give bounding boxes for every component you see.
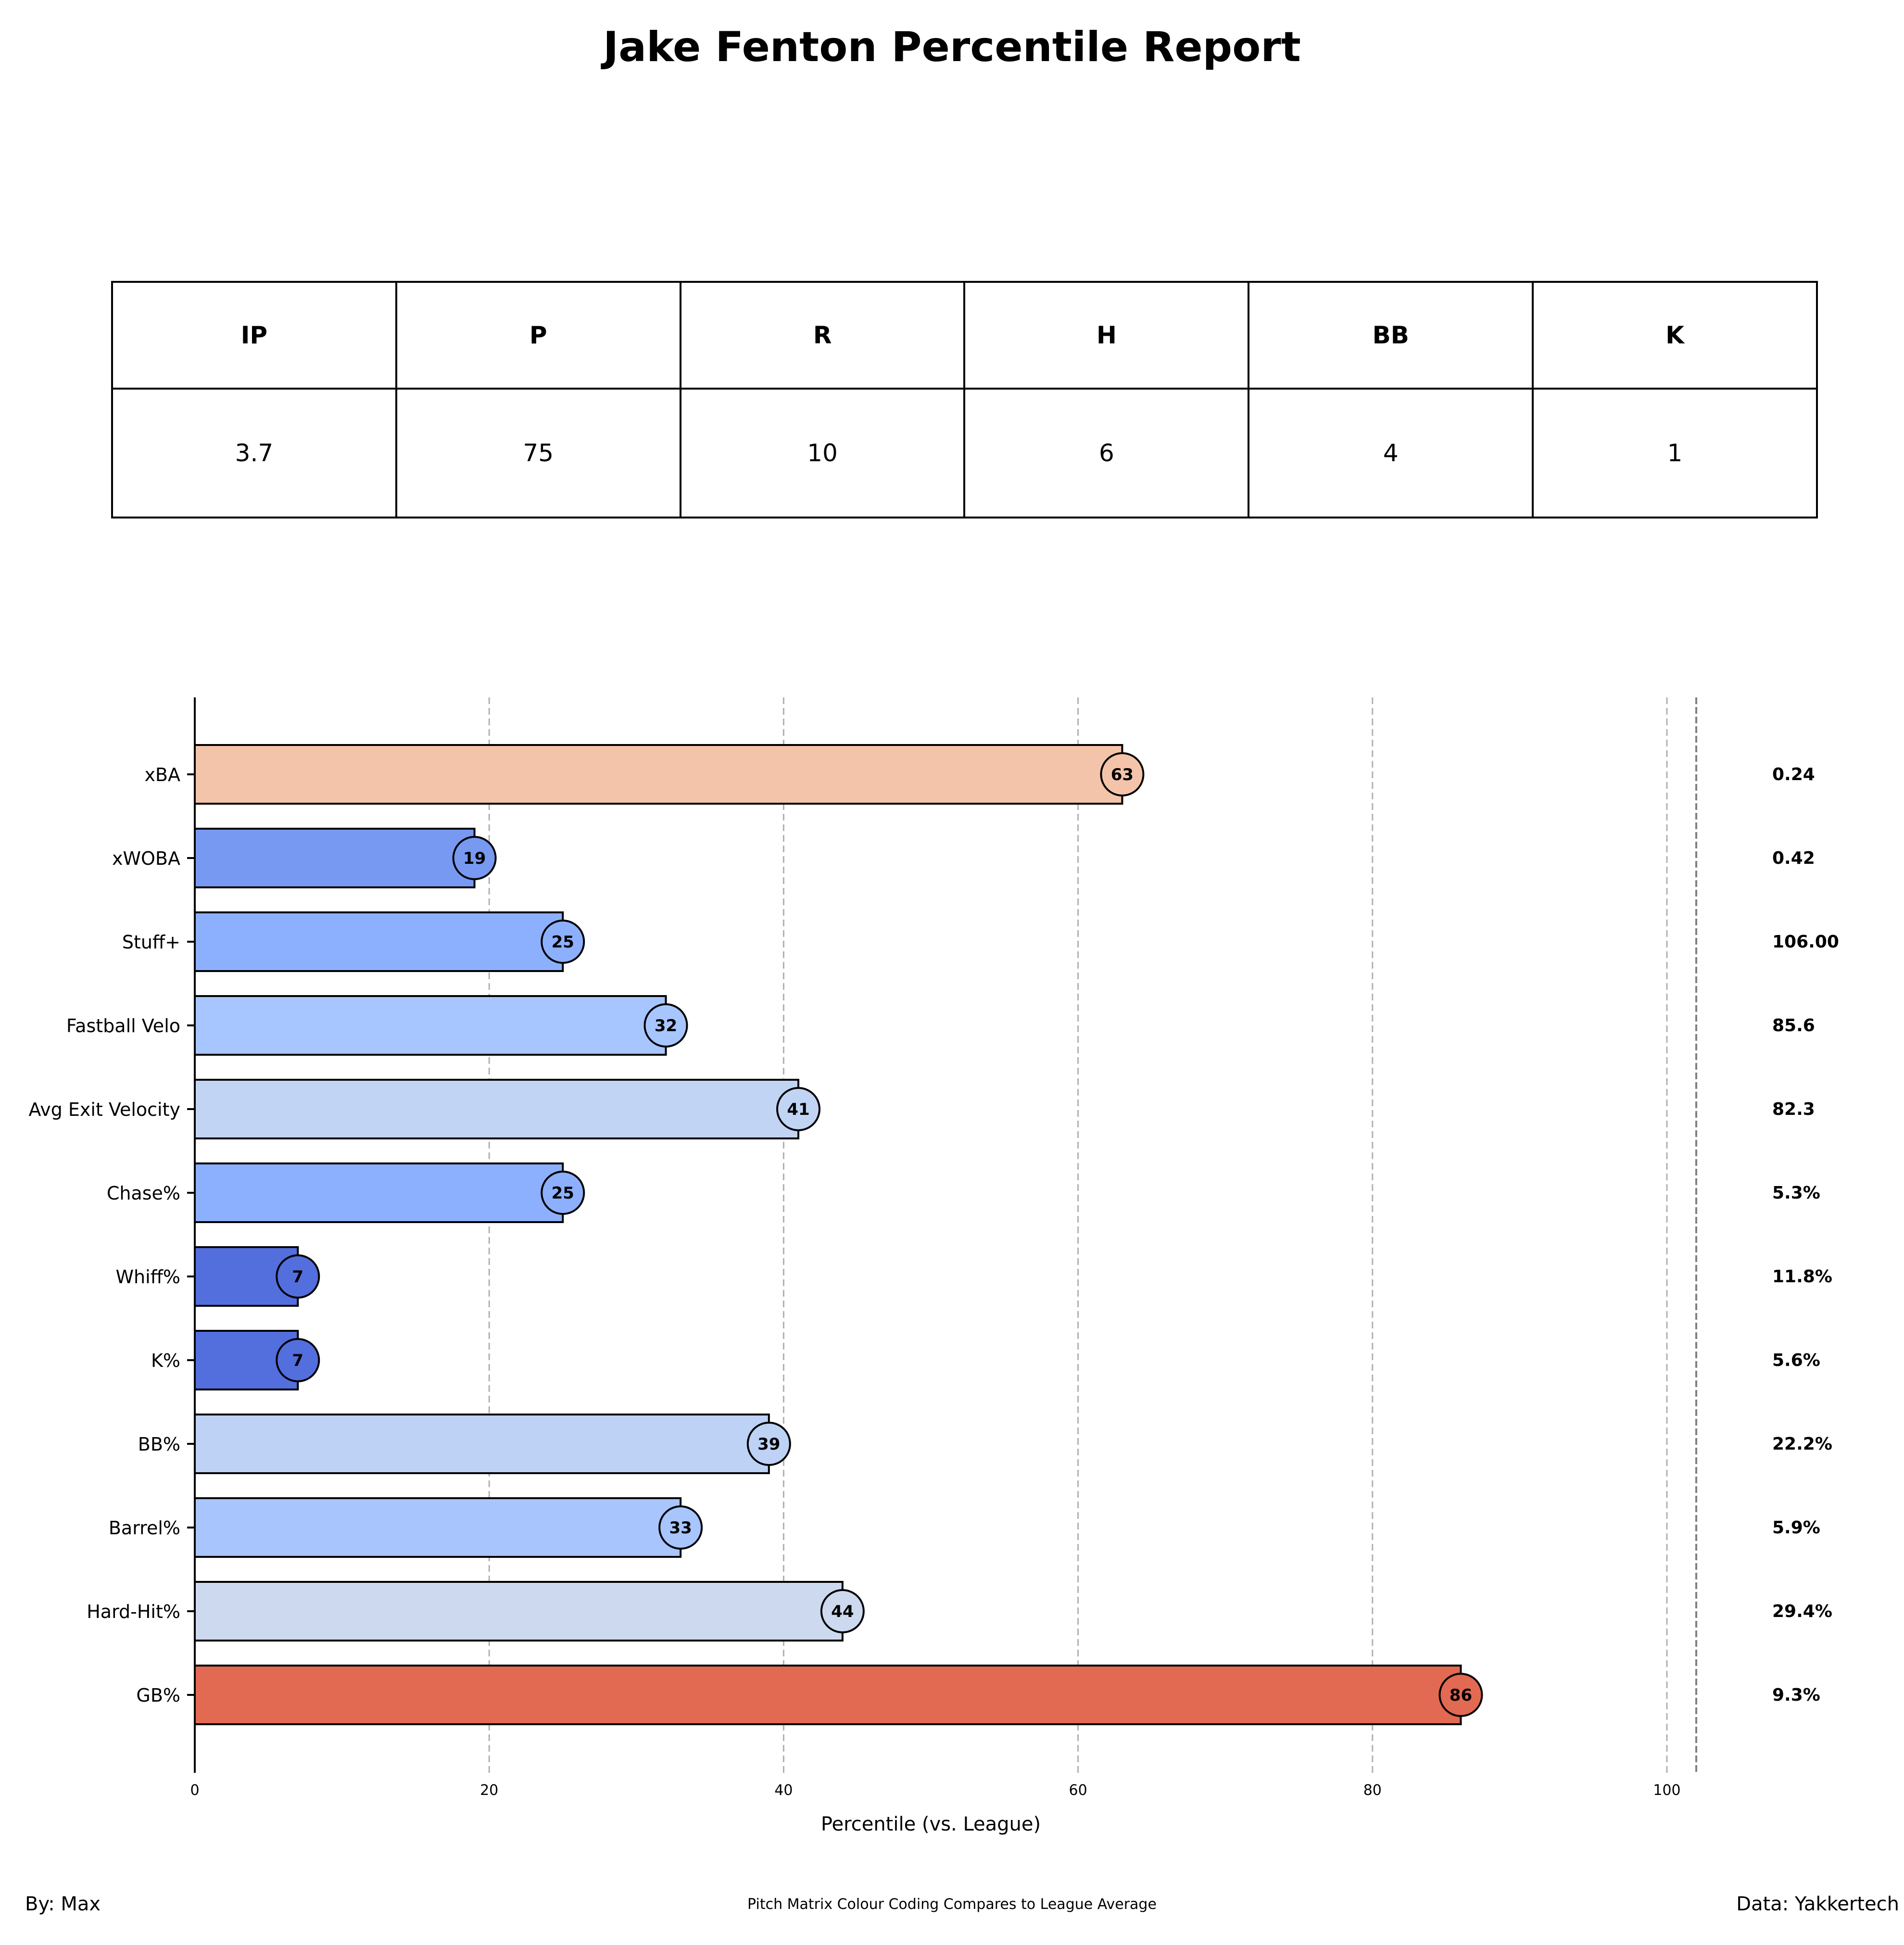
stats-table: IP P R H BB K 3.7 75 10 6 4 1 xyxy=(111,281,1818,518)
bar-value-label: 7 xyxy=(292,1267,303,1287)
stats-header-cell: R xyxy=(679,281,966,390)
x-tick-label: 100 xyxy=(1653,1782,1680,1799)
raw-value-label: 9.3% xyxy=(1772,1685,1820,1705)
bar-value-label: 19 xyxy=(463,849,486,868)
percentile-bar-chart: 63 xBA 0.24 19 xWOBA 0.42 25 Stuff+ 106.00 32 Fast… xyxy=(28,697,1839,1835)
x-tick-label: 40 xyxy=(774,1782,793,1799)
x-axis-label: Percentile (vs. League) xyxy=(821,1813,1041,1835)
stats-header-cell: P xyxy=(395,281,681,390)
bar-value-marker xyxy=(1438,1673,1483,1717)
stats-header-cell: H xyxy=(963,281,1250,390)
footer-note: Pitch Matrix Colour Coding Compares to L… xyxy=(747,1896,1157,1913)
footer-author: By: Max xyxy=(25,1893,101,1915)
bar-value-label: 86 xyxy=(1450,1686,1472,1705)
stats-header-cell: IP xyxy=(111,281,397,390)
raw-value-label: 106.00 xyxy=(1772,932,1839,952)
stats-header-row: IP P R H BB K xyxy=(111,281,1818,390)
bar xyxy=(194,744,1123,805)
stats-value-cell: 75 xyxy=(395,388,681,518)
category-label: Whiff% xyxy=(115,1266,180,1288)
footer-source: Data: Yakkertech xyxy=(1736,1893,1899,1915)
bar-value-marker xyxy=(1100,752,1145,796)
category-label: xBA xyxy=(144,764,180,785)
bar xyxy=(194,995,667,1056)
stats-value-cell: 1 xyxy=(1532,388,1818,518)
category-label: xWOBA xyxy=(112,848,180,869)
page-title: Jake Fenton Percentile Report xyxy=(603,23,1301,71)
bar-value-label: 25 xyxy=(552,933,574,952)
category-label: BB% xyxy=(138,1434,180,1455)
bar-value-label: 41 xyxy=(787,1100,809,1119)
category-label: Stuff+ xyxy=(122,932,180,953)
category-label: Avg Exit Velocity xyxy=(28,1099,180,1120)
x-tick-label: 20 xyxy=(480,1782,498,1799)
bar xyxy=(194,911,564,972)
bar xyxy=(194,1414,770,1474)
bar-value-marker xyxy=(276,1254,320,1299)
category-label: K% xyxy=(151,1350,180,1371)
stats-value-cell: 4 xyxy=(1248,388,1534,518)
bar-value-marker xyxy=(276,1338,320,1382)
bar-value-marker xyxy=(746,1422,791,1466)
raw-value-label: 5.9% xyxy=(1772,1518,1820,1538)
bar-value-marker xyxy=(776,1087,821,1131)
x-tick-label: 0 xyxy=(190,1782,199,1799)
x-tick-label: 80 xyxy=(1363,1782,1382,1799)
raw-value-label: 29.4% xyxy=(1772,1602,1832,1621)
bar-value-label: 32 xyxy=(655,1016,677,1036)
raw-value-label: 0.24 xyxy=(1772,765,1815,784)
stats-value-cell: 6 xyxy=(963,388,1250,518)
x-tick-label: 60 xyxy=(1069,1782,1087,1799)
bar-value-label: 39 xyxy=(757,1435,780,1454)
bar-value-label: 44 xyxy=(831,1602,854,1621)
raw-value-label: 5.3% xyxy=(1772,1183,1820,1203)
bar-value-label: 33 xyxy=(669,1518,692,1538)
raw-value-label: 22.2% xyxy=(1772,1434,1832,1454)
category-label: Fastball Velo xyxy=(66,1015,180,1036)
bar-value-label: 63 xyxy=(1111,765,1134,784)
raw-value-label: 82.3 xyxy=(1772,1099,1815,1119)
stats-value-cell: 3.7 xyxy=(111,388,397,518)
bar xyxy=(194,828,476,888)
bar xyxy=(194,1497,682,1558)
bar xyxy=(194,1581,844,1642)
bar xyxy=(194,1162,564,1223)
category-label: GB% xyxy=(136,1685,180,1706)
bar-value-marker xyxy=(541,1171,585,1215)
bar-value-marker xyxy=(820,1589,865,1633)
category-label: Chase% xyxy=(107,1183,180,1204)
raw-value-label: 5.6% xyxy=(1772,1351,1820,1370)
category-label: Barrel% xyxy=(109,1517,180,1539)
bar-value-label: 7 xyxy=(292,1351,303,1370)
stats-value-row: 3.7 75 10 6 4 1 xyxy=(111,388,1818,518)
raw-value-label: 85.6 xyxy=(1772,1016,1815,1036)
stats-header-cell: K xyxy=(1532,281,1818,390)
stats-value-cell: 10 xyxy=(679,388,966,518)
bar-value-marker xyxy=(452,836,497,880)
stats-header-cell: BB xyxy=(1248,281,1534,390)
bar-value-label: 25 xyxy=(552,1184,574,1203)
raw-value-label: 0.42 xyxy=(1772,848,1815,868)
bar-value-marker xyxy=(643,1003,688,1048)
raw-value-label: 11.8% xyxy=(1772,1267,1832,1287)
bar-value-marker xyxy=(541,920,585,964)
bar xyxy=(194,1079,800,1139)
bar xyxy=(194,1665,1462,1725)
category-label: Hard-Hit% xyxy=(87,1601,180,1622)
bar-value-marker xyxy=(658,1505,703,1550)
